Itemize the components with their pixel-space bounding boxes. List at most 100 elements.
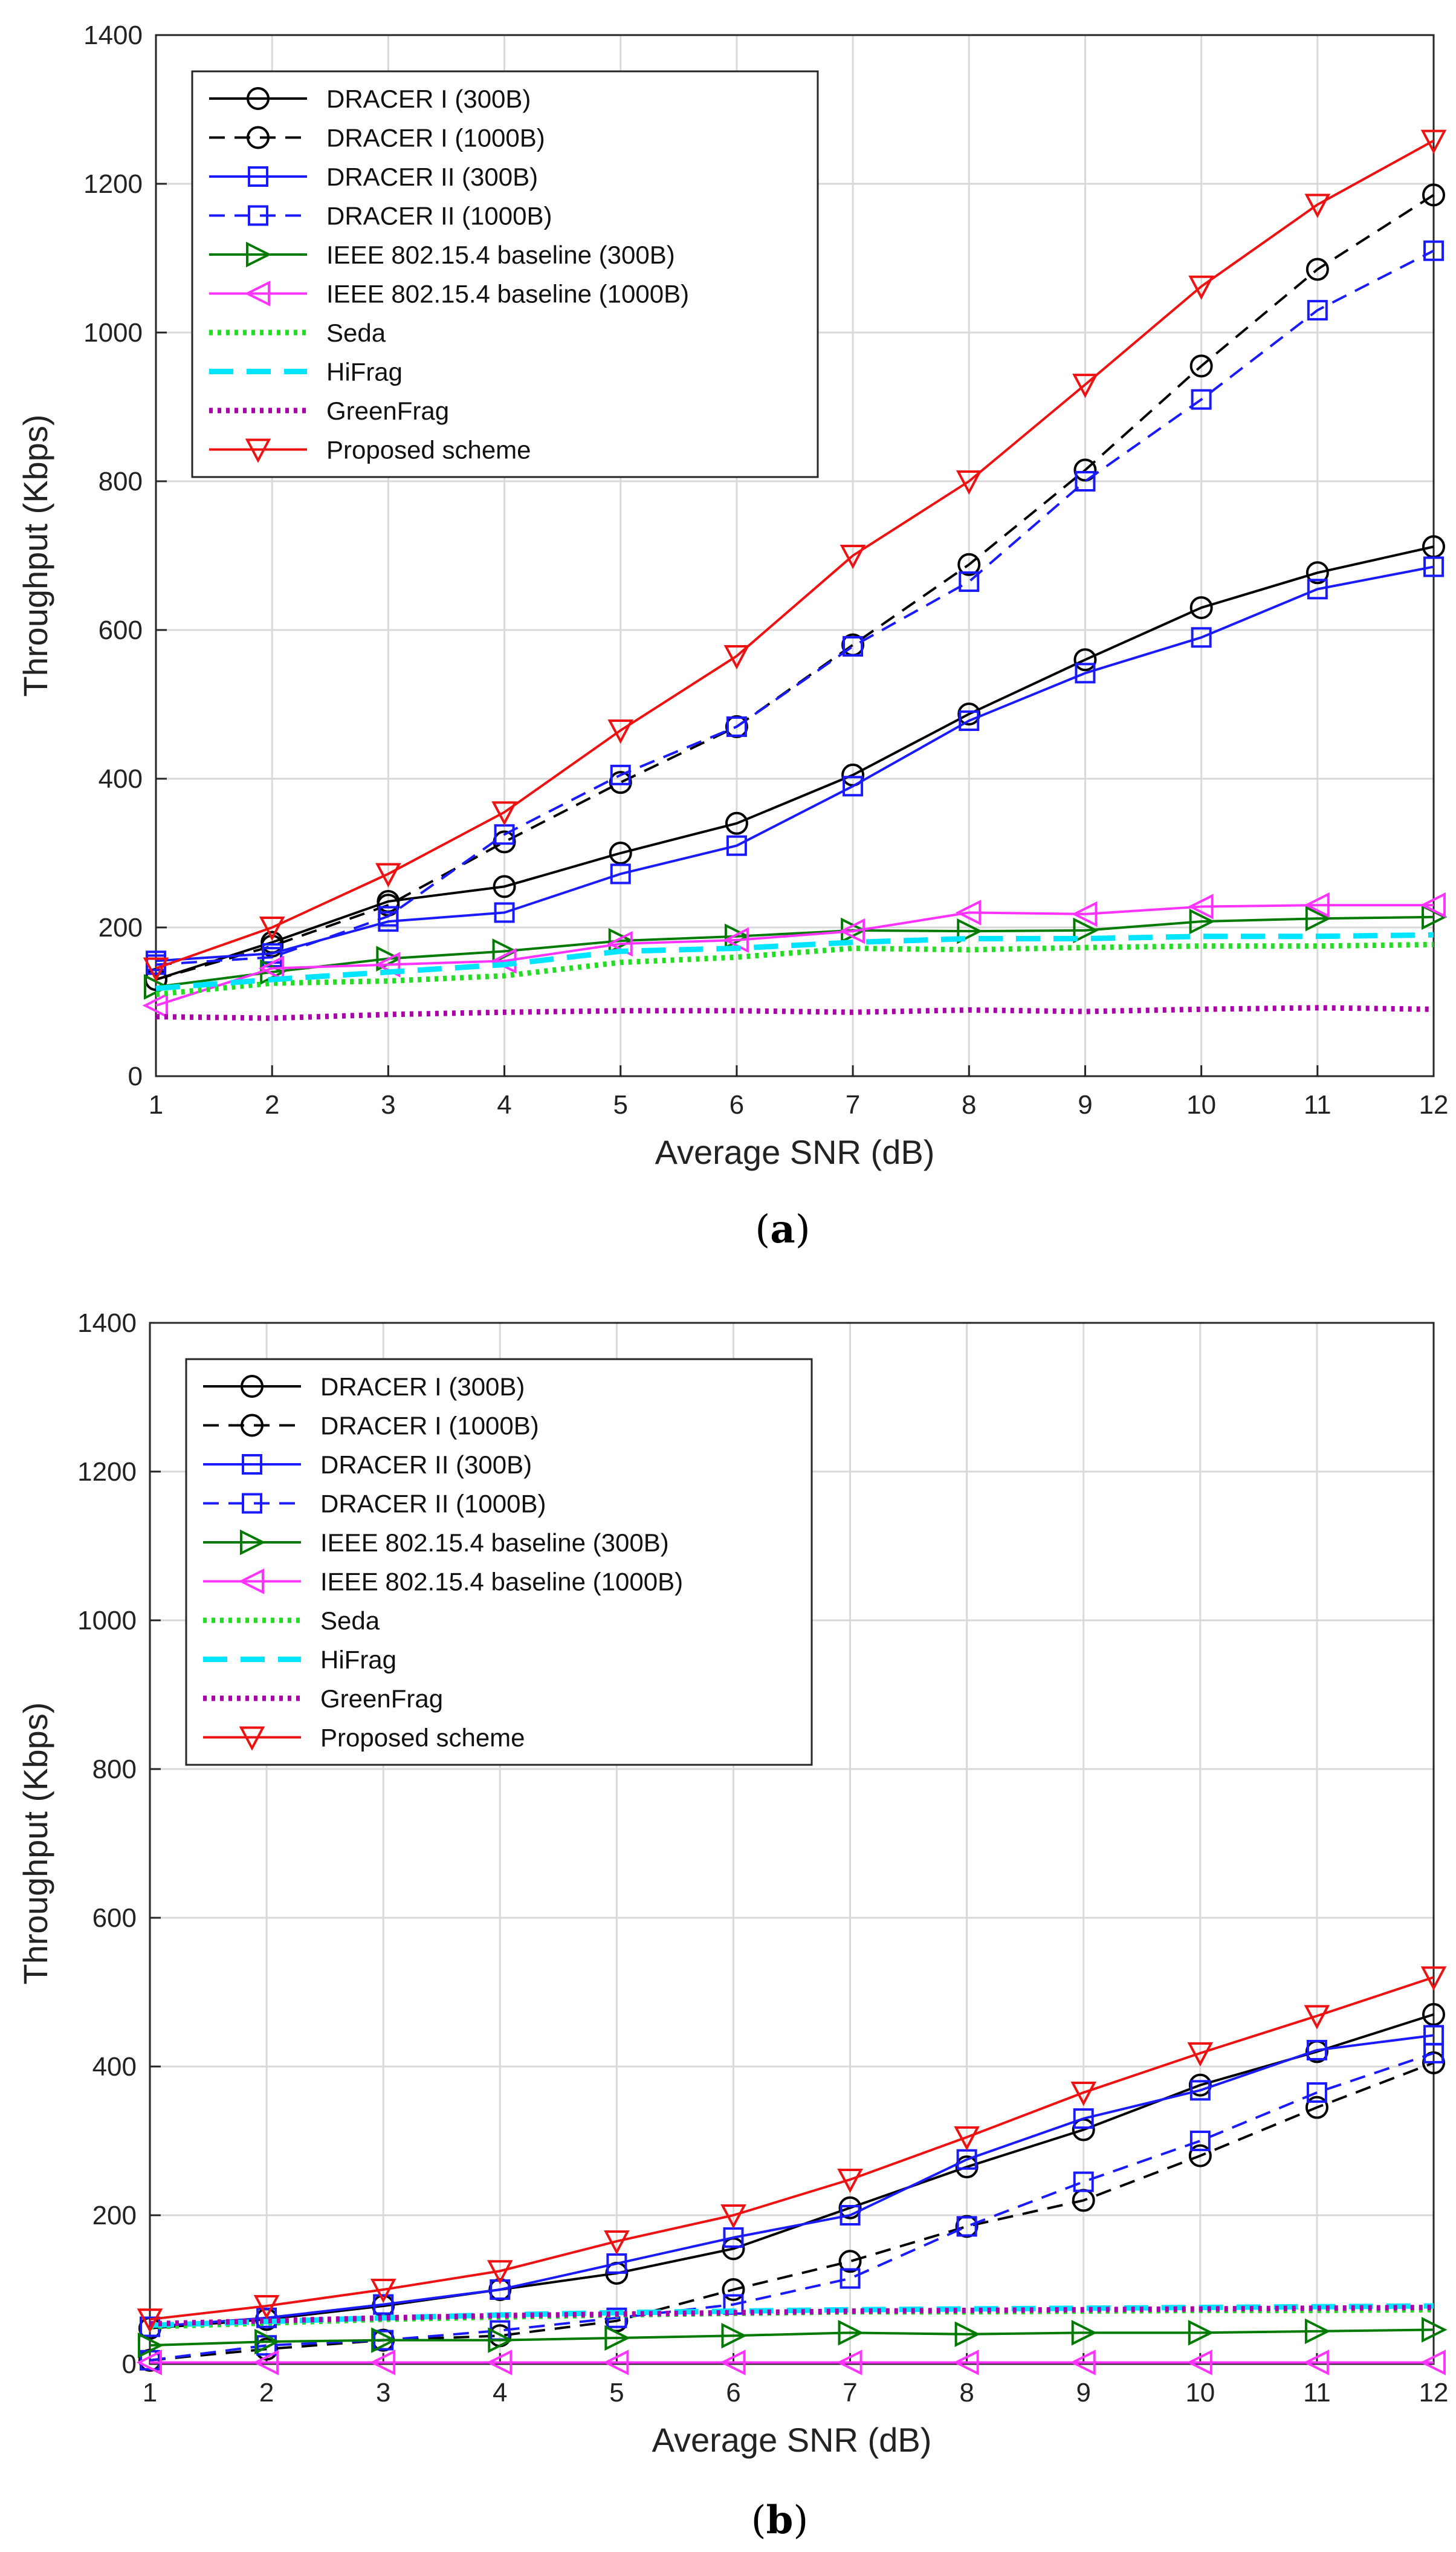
x-tick-label: 1 <box>143 2378 157 2408</box>
series-line-ieee-802-15-4-baseline-300b <box>155 915 1434 989</box>
data-point-ieee-802-15-4-baseline-300b <box>954 2321 981 2348</box>
data-point-dracer-ii-300b <box>373 2294 394 2315</box>
data-point-proposed-scheme <box>487 2260 513 2285</box>
data-point-dracer-ii-1000b <box>840 2268 861 2289</box>
x-tick-label: 10 <box>1185 2378 1215 2408</box>
y-tick-label: 1000 <box>83 318 143 348</box>
data-point-dracer-i-1000b <box>1305 2096 1328 2119</box>
y-tick-label: 0 <box>122 2349 137 2379</box>
x-tick-label: 1 <box>149 1090 163 1120</box>
series-line-dracer-ii-300b <box>149 2034 1434 2328</box>
data-point-proposed-scheme <box>253 2295 280 2320</box>
series-line-proposed-scheme <box>155 139 1434 970</box>
data-point-ieee-802-15-4-baseline-300b <box>138 2333 164 2359</box>
x-tick-label: 2 <box>259 2378 274 2408</box>
y-tick-label: 0 <box>128 1062 143 1091</box>
series-hifrag <box>149 2303 1434 2328</box>
data-point-dracer-ii-300b <box>1073 2108 1094 2129</box>
panel-caption-letter-b: b <box>766 2498 794 2543</box>
data-point-ieee-802-15-4-baseline-300b <box>721 2323 747 2349</box>
x-tick-label: 5 <box>613 1090 627 1120</box>
series-line-proposed-scheme <box>149 1976 1434 2321</box>
y-tick-label: 200 <box>92 2201 137 2230</box>
data-point-ieee-802-15-4-baseline-300b <box>1189 908 1215 935</box>
data-point-dracer-ii-1000b <box>1191 389 1212 410</box>
data-point-proposed-scheme <box>1072 374 1098 398</box>
y-axis-label-a: Throughput (Kbps) <box>16 415 54 697</box>
legend-label: HiFrag <box>320 1646 396 1674</box>
data-point-ieee-802-15-4-baseline-300b <box>488 2327 514 2353</box>
data-point-dracer-ii-1000b <box>956 2216 977 2237</box>
x-tick-label: 4 <box>493 2378 507 2408</box>
data-point-dracer-i-1000b <box>1189 354 1213 378</box>
legend-label: IEEE 802.15.4 baseline (1000B) <box>320 1568 683 1596</box>
data-point-ieee-802-15-4-baseline-300b <box>604 2325 630 2351</box>
data-point-proposed-scheme <box>604 2230 630 2255</box>
legend-b: DRACER I (300B) DRACER I (1000B) DRACER II… <box>185 1358 813 1766</box>
x-tick-label: 8 <box>962 1090 976 1120</box>
legend-marker-ieee-802-15-4-baseline-1000b <box>238 1568 264 1594</box>
data-point-ieee-802-15-4-baseline-300b <box>1305 906 1331 932</box>
data-point-proposed-scheme <box>1070 2082 1097 2106</box>
data-point-dracer-ii-1000b <box>1423 240 1444 261</box>
y-tick-label: 400 <box>99 764 143 794</box>
data-point-ieee-802-15-4-baseline-1000b <box>955 900 982 926</box>
data-point-proposed-scheme <box>720 2204 746 2229</box>
data-point-ieee-802-15-4-baseline-1000b <box>723 927 749 953</box>
data-point-dracer-ii-1000b <box>843 636 864 657</box>
data-point-dracer-ii-300b <box>726 835 747 856</box>
data-point-proposed-scheme <box>143 957 169 982</box>
y-tick-labels-b: 0 200 400 600 800 1000 1200 1400 <box>77 1308 137 2379</box>
series-line-ieee-802-15-4-baseline-1000b <box>155 904 1434 1007</box>
x-tick-label: 11 <box>1303 2378 1331 2408</box>
x-tick-label: 2 <box>265 1090 279 1120</box>
y-tick-label: 600 <box>92 1903 137 1933</box>
x-tick-label: 9 <box>1076 2378 1090 2408</box>
data-point-dracer-ii-1000b <box>1307 300 1328 321</box>
x-tick-label: 5 <box>609 2378 624 2408</box>
legend-marker-dracer-ii-300b <box>242 1454 262 1475</box>
series-dracer-ii-300b <box>140 2025 1444 2337</box>
series-dracer-ii-300b <box>146 556 1444 972</box>
legend-label: DRACER I (1000B) <box>326 124 545 152</box>
data-point-ieee-802-15-4-baseline-1000b <box>486 2349 513 2375</box>
legend-marker-ieee-802-15-4-baseline-300b <box>246 241 272 268</box>
legend-label: GreenFrag <box>320 1684 443 1713</box>
data-point-dracer-i-1000b <box>838 2250 862 2273</box>
legend-label: GreenFrag <box>326 397 449 425</box>
series-line-hifrag <box>149 2303 1434 2328</box>
data-point-dracer-ii-300b <box>494 902 515 923</box>
x-axis-label-b: Average SNR (dB) <box>652 2421 932 2459</box>
legend-label: Proposed scheme <box>326 436 531 464</box>
legend-marker-proposed-scheme <box>239 1726 265 1751</box>
data-point-dracer-i-1000b <box>1306 258 1329 281</box>
data-point-proposed-scheme <box>954 2126 980 2151</box>
data-point-ieee-802-15-4-baseline-1000b <box>839 918 866 944</box>
series-ieee-802-15-4-baseline-1000b <box>136 2349 1446 2375</box>
data-point-dracer-i-1000b <box>1422 183 1445 207</box>
series-line-greenfrag <box>149 2305 1434 2327</box>
legend-label: DRACER II (300B) <box>320 1450 532 1479</box>
legend-marker-dracer-ii-1000b <box>242 1493 262 1514</box>
data-point-ieee-802-15-4-baseline-1000b <box>258 955 285 981</box>
series-seda <box>155 941 1434 998</box>
legend-marker-proposed-scheme <box>245 438 271 463</box>
legend-marker-dracer-i-1000b <box>241 1414 264 1437</box>
y-tick-label: 1400 <box>83 21 143 50</box>
data-point-dracer-i-1000b <box>957 553 981 576</box>
y-axis-label-b: Throughput (Kbps) <box>16 1703 54 1985</box>
data-point-dracer-i-300b <box>1189 596 1213 620</box>
data-point-ieee-802-15-4-baseline-1000b <box>836 2349 862 2375</box>
series-line-dracer-i-300b <box>149 2013 1434 2330</box>
x-tick-label: 10 <box>1186 1090 1216 1120</box>
data-point-dracer-ii-300b <box>1191 627 1212 648</box>
legend-label: HiFrag <box>326 358 403 386</box>
data-point-dracer-i-300b <box>1306 561 1329 585</box>
series-line-dracer-ii-300b <box>155 565 1434 963</box>
x-tick-label: 11 <box>1304 1090 1331 1120</box>
data-point-dracer-ii-300b <box>1306 2039 1327 2060</box>
data-point-ieee-802-15-4-baseline-1000b <box>1186 2349 1212 2375</box>
data-point-dracer-ii-300b <box>1075 663 1096 684</box>
